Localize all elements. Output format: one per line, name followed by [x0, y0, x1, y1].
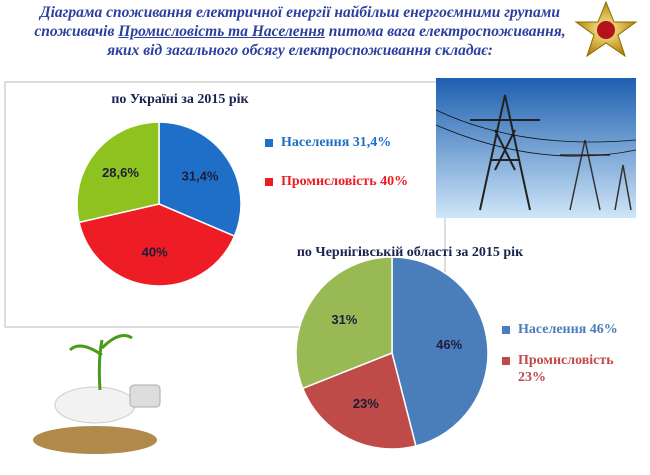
slice-label: 46% [436, 337, 462, 352]
slice-label: 23% [353, 396, 379, 411]
emblem [574, 0, 638, 58]
title-line: споживачів Промисловість та Населення пи… [34, 23, 566, 40]
pie-title: по Чернігівській області за 2015 рік [297, 245, 524, 260]
pie-title: по Україні за 2015 рік [111, 92, 249, 107]
bulb-image [33, 334, 161, 454]
pie-slice [391, 256, 489, 447]
legend-entry: Промисловість 23% [502, 352, 636, 386]
slice-label: 31% [331, 312, 357, 327]
pie-slice [158, 121, 242, 238]
pie-slice [76, 121, 160, 224]
slice-label: 31,4% [182, 168, 219, 183]
slice-label: 40% [142, 244, 168, 259]
legend-entry: Населення 46% [502, 321, 636, 338]
title-line: Діаграма споживання електричної енергії … [40, 4, 560, 21]
pylons-photo [435, 78, 637, 218]
pie-slice [78, 203, 236, 287]
pie-slice [295, 256, 393, 390]
pie-slice [301, 351, 417, 450]
header-title: Діаграма споживання електричної енергії … [10, 3, 590, 60]
legend-entry: Населення 31,4% [265, 134, 471, 151]
title-line: яких від загального обсягу електроспожив… [107, 42, 493, 59]
slice-label: 28,6% [102, 165, 139, 180]
legend-entry: Промисловість 40% [265, 173, 471, 190]
